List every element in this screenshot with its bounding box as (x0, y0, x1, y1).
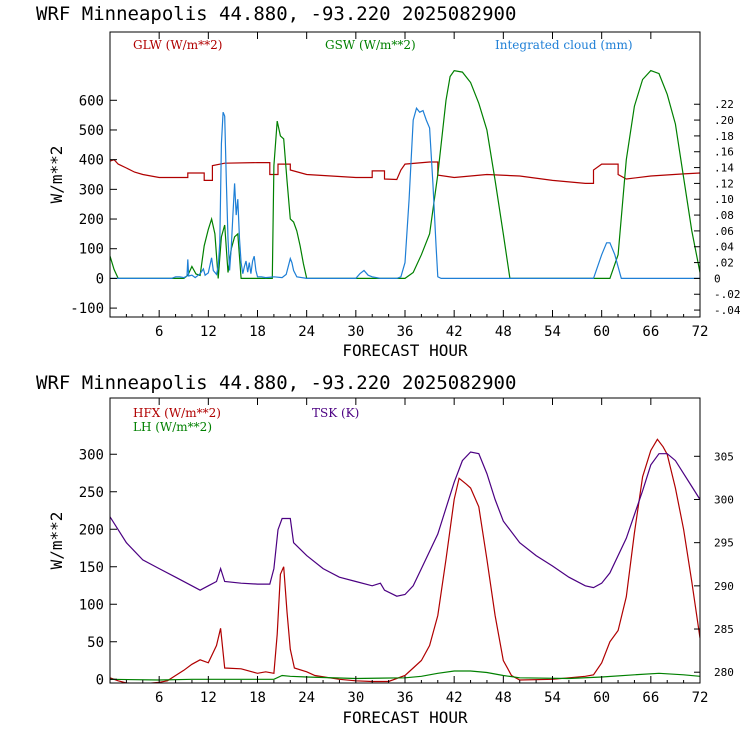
series-line-tsk (110, 451, 700, 597)
y-right-tick-label: .12 (714, 177, 734, 190)
x-tick-label: 60 (593, 690, 610, 706)
y-tick-label: 50 (87, 635, 104, 651)
y-right-tick-label: .06 (714, 225, 734, 238)
x-tick-label: 60 (593, 324, 610, 340)
series-line-lh (110, 670, 700, 681)
y-tick-label: 400 (79, 153, 104, 169)
y-tick-label: 500 (79, 123, 104, 139)
y-tick-label: 100 (79, 242, 104, 258)
y-right-tick-label: -.04 (714, 304, 740, 317)
x-axis-label: FORECAST HOUR (342, 708, 468, 727)
legend-entry: TSK (K) (312, 406, 359, 420)
y-right-tick-label: 295 (714, 537, 734, 550)
y-tick-label: 100 (79, 597, 104, 613)
x-axis-label: FORECAST HOUR (342, 341, 468, 360)
y-right-tick-label: -.02 (714, 288, 740, 301)
x-tick-label: 30 (347, 690, 364, 706)
chart-panel-1 (109, 31, 701, 318)
y-right-tick-label: .08 (714, 209, 734, 222)
x-tick-label: 6 (155, 690, 163, 706)
y-tick-label: 250 (79, 485, 104, 501)
y-right-tick-label: .10 (714, 193, 734, 206)
x-tick-label: 48 (495, 324, 512, 340)
x-tick-label: 42 (446, 690, 463, 706)
y-right-tick-label: .04 (714, 241, 734, 254)
legend-entry: GLW (W/m**2) (133, 38, 222, 52)
y-right-tick-label: .22 (714, 98, 734, 111)
y-tick-label: 200 (79, 212, 104, 228)
y-tick-label: -100 (70, 301, 104, 317)
series-line-glw (110, 159, 700, 184)
y-tick-label: 600 (79, 93, 104, 109)
x-tick-label: 24 (298, 690, 315, 706)
x-tick-label: 12 (200, 690, 217, 706)
legend-entry: GSW (W/m**2) (325, 38, 416, 52)
x-tick-label: 18 (249, 324, 266, 340)
x-tick-label: 54 (544, 324, 561, 340)
y-tick-label: 150 (79, 560, 104, 576)
x-tick-label: 42 (446, 324, 463, 340)
chart-panel-2 (109, 397, 701, 684)
x-tick-label: 66 (642, 324, 659, 340)
x-tick-label: 18 (249, 690, 266, 706)
chart-title: WRF Minneapolis 44.880, -93.220 20250829… (36, 372, 516, 394)
y-right-tick-label: 300 (714, 493, 734, 506)
y-right-tick-label: .02 (714, 257, 734, 270)
y-right-tick-label: 290 (714, 580, 734, 593)
x-tick-label: 54 (544, 690, 561, 706)
chart-title: WRF Minneapolis 44.880, -93.220 20250829… (36, 3, 516, 25)
x-tick-label: 48 (495, 690, 512, 706)
y-axis-label: W/m**2 (47, 512, 66, 570)
y-tick-label: 0 (96, 672, 104, 688)
y-axis-label: W/m**2 (47, 146, 66, 204)
legend-entry: LH (W/m**2) (133, 420, 212, 434)
y-right-tick-label: .16 (714, 146, 734, 159)
x-tick-label: 30 (347, 324, 364, 340)
y-right-tick-label: 305 (714, 450, 734, 463)
y-tick-label: 200 (79, 522, 104, 538)
x-tick-label: 6 (155, 324, 163, 340)
series-line-hfx (110, 438, 700, 683)
y-tick-label: 300 (79, 447, 104, 463)
legend-entry: HFX (W/m**2) (133, 406, 221, 420)
x-tick-label: 36 (397, 690, 414, 706)
y-right-tick-label: .18 (714, 130, 734, 143)
x-tick-label: 72 (692, 324, 709, 340)
y-right-tick-label: 280 (714, 666, 734, 679)
x-tick-label: 66 (642, 690, 659, 706)
y-right-tick-label: .20 (714, 114, 734, 127)
y-right-tick-label: .14 (714, 162, 734, 175)
y-tick-label: 300 (79, 182, 104, 198)
y-right-tick-label: 285 (714, 623, 734, 636)
y-right-tick-label: 0 (714, 272, 721, 285)
x-tick-label: 24 (298, 324, 315, 340)
series-line-gsw (110, 69, 700, 279)
legend-entry: Integrated cloud (mm) (495, 38, 633, 52)
x-tick-label: 36 (397, 324, 414, 340)
y-tick-label: 0 (96, 271, 104, 287)
series-line-integrated (110, 106, 700, 279)
x-tick-label: 72 (692, 690, 709, 706)
x-tick-label: 12 (200, 324, 217, 340)
